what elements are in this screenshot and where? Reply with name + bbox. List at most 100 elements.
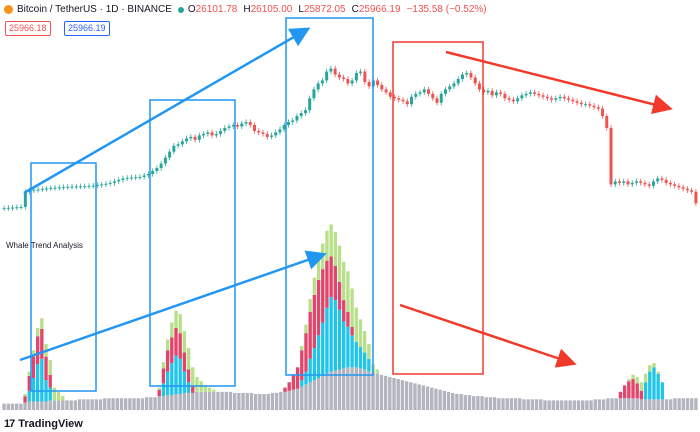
volume-bar-0 [501, 398, 505, 410]
candle-body [562, 96, 566, 99]
volume-bar-3 [308, 299, 312, 312]
volume-bar-0 [157, 396, 161, 410]
candle-body [605, 116, 609, 128]
volume-bar-1 [358, 347, 363, 369]
candle-body [91, 185, 95, 187]
volume-bar-0 [362, 369, 367, 410]
indicator-title[interactable]: Whale Trend Analysis [6, 241, 83, 250]
candle-body [626, 181, 630, 185]
volume-bar-3 [337, 245, 342, 282]
volume-bar-0 [601, 399, 606, 410]
volume-bar-3 [157, 387, 161, 390]
annotation-box [30, 162, 97, 392]
symbol-title[interactable]: Bitcoin / TetherUS · 1D · BINANCE [17, 4, 172, 15]
volume-bar-0 [253, 394, 258, 410]
volume-bar-0 [690, 398, 694, 410]
volume-bar-2 [31, 356, 36, 378]
volume-bar-0 [677, 398, 681, 410]
candle-body [685, 188, 689, 191]
volume-bar-3 [56, 391, 61, 401]
candle-body [112, 181, 116, 183]
volume-bar-1 [48, 387, 52, 401]
volume-bar-3 [182, 331, 187, 353]
volume-bar-3 [23, 394, 27, 397]
volume-bar-0 [44, 401, 48, 410]
candle-body [87, 185, 91, 187]
candle-body [528, 92, 532, 94]
annotation-box [285, 17, 374, 376]
buy-price-badge[interactable]: 25966.19 [64, 21, 110, 36]
volume-bar-0 [329, 371, 333, 410]
volume-bar-2 [635, 383, 639, 399]
volume-bar-1 [325, 307, 329, 374]
volume-bar-0 [10, 403, 15, 410]
volume-bar-0 [522, 399, 526, 410]
candle-body [494, 92, 498, 96]
volume-bar-1 [31, 378, 36, 402]
volume-bar-1 [367, 358, 371, 372]
volume-bar-0 [614, 398, 618, 410]
candle-body [23, 191, 27, 207]
candle-body [367, 81, 371, 87]
volume-bar-0 [417, 384, 421, 410]
volume-bar-0 [597, 399, 602, 410]
volume-bar-0 [325, 373, 329, 410]
volume-bar-2 [182, 352, 187, 372]
candle-body [244, 122, 248, 124]
sell-price-badge[interactable]: 25966.18 [5, 21, 51, 36]
candle-body [363, 71, 367, 82]
volume-bar-0 [606, 398, 610, 410]
volume-bar-0 [652, 399, 656, 410]
candle-body [567, 98, 571, 100]
volume-bar-0 [132, 398, 136, 410]
candle-body [159, 163, 163, 169]
candle-body [129, 177, 133, 179]
volume-bar-1 [40, 358, 44, 402]
volume-bar-3 [631, 374, 635, 380]
volume-bar-0 [14, 403, 19, 410]
volume-bar-0 [459, 394, 463, 410]
volume-bar-0 [337, 369, 342, 410]
volume-bar-0 [618, 398, 623, 410]
annotation-box [149, 99, 236, 387]
candle-body [172, 145, 176, 152]
trend-arrow [399, 303, 577, 368]
volume-bar-0 [685, 398, 690, 410]
volume-bar-0 [279, 391, 283, 410]
candle-body [673, 184, 677, 186]
volume-bar-1 [342, 321, 346, 369]
tradingview-logo-icon: 17 [4, 418, 15, 430]
volume-bar-3 [48, 359, 52, 375]
candle-body [19, 206, 23, 208]
volume-bar-0 [149, 397, 153, 410]
volume-bar-3 [635, 376, 639, 384]
volume-bar-3 [354, 307, 358, 342]
volume-bar-2 [191, 386, 195, 393]
candle-body [634, 181, 638, 183]
candle-body [664, 179, 668, 183]
volume-bar-2 [157, 389, 161, 397]
candle-body [253, 125, 256, 131]
volume-bar-0 [2, 403, 6, 410]
trend-arrow [23, 27, 311, 195]
volume-bar-0 [388, 376, 392, 410]
candle-body [329, 68, 333, 72]
candle-body [656, 178, 660, 182]
candle-body [422, 89, 426, 93]
volume-bar-0 [442, 390, 447, 410]
volume-bar-0 [480, 396, 484, 410]
volume-bar-2 [48, 374, 52, 388]
volume-bar-0 [497, 398, 501, 410]
volume-bar-2 [300, 350, 304, 381]
volume-bar-0 [308, 382, 312, 410]
high-value: 26105.00 [250, 4, 293, 15]
volume-bar-1 [362, 352, 367, 370]
volume-bar-0 [484, 397, 488, 410]
volume-bar-0 [165, 395, 170, 410]
volume-bar-1 [170, 363, 174, 396]
volume-bar-2 [333, 266, 338, 301]
candle-body [342, 77, 346, 79]
candle-body [185, 138, 189, 142]
candle-body [270, 135, 273, 137]
